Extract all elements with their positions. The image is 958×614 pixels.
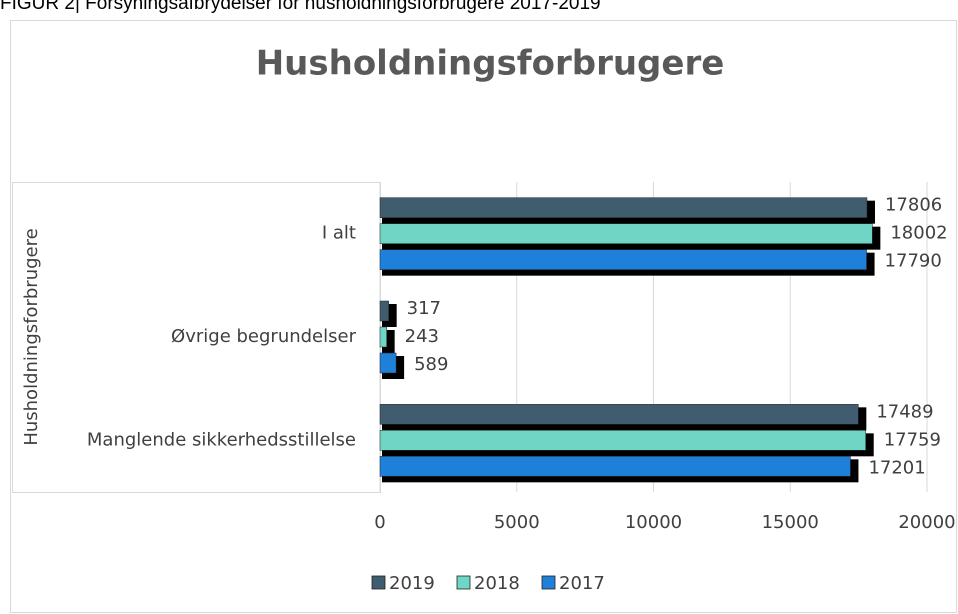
legend-label: 2019 xyxy=(389,573,435,594)
data-label: 18002 xyxy=(890,223,947,244)
legend-label: 2017 xyxy=(559,573,605,594)
x-tick-label: 20000 xyxy=(898,512,955,533)
data-label: 17790 xyxy=(885,251,942,272)
bar xyxy=(379,430,866,451)
y-tick-label: Manglende sikkerhedsstillelse xyxy=(87,429,356,450)
bar xyxy=(379,197,868,218)
bar xyxy=(379,326,387,348)
data-label: 17201 xyxy=(868,457,925,478)
x-tick-label: 10000 xyxy=(625,512,682,533)
figure-caption: FIGUR 2| Forsyningsafbrydelser for husho… xyxy=(0,0,601,14)
data-label: 17806 xyxy=(885,195,942,216)
data-label: 17489 xyxy=(876,401,933,422)
bar xyxy=(379,300,389,322)
x-tick-label: 5000 xyxy=(494,512,540,533)
x-tick-label: 0 xyxy=(374,512,385,533)
data-label: 243 xyxy=(405,326,439,347)
data-label: 17759 xyxy=(884,429,941,450)
legend-swatch xyxy=(456,575,471,590)
data-label: 589 xyxy=(414,354,448,375)
y-tick-label: I alt xyxy=(322,223,356,244)
bar xyxy=(379,223,873,244)
bar xyxy=(379,456,851,477)
y-tick-label: Øvrige begrundelser xyxy=(171,326,357,347)
chart-title: Husholdningsforbrugere xyxy=(256,44,725,84)
x-tick-label: 15000 xyxy=(762,512,819,533)
data-label: 317 xyxy=(407,298,441,319)
legend-swatch xyxy=(371,575,386,590)
y-axis-title: Husholdningsforbrugere xyxy=(21,228,42,445)
chart-frame xyxy=(10,20,957,613)
bar xyxy=(379,249,867,270)
bar xyxy=(379,404,859,425)
legend-label: 2018 xyxy=(474,573,520,594)
bar xyxy=(379,352,397,374)
legend-swatch xyxy=(541,575,556,590)
